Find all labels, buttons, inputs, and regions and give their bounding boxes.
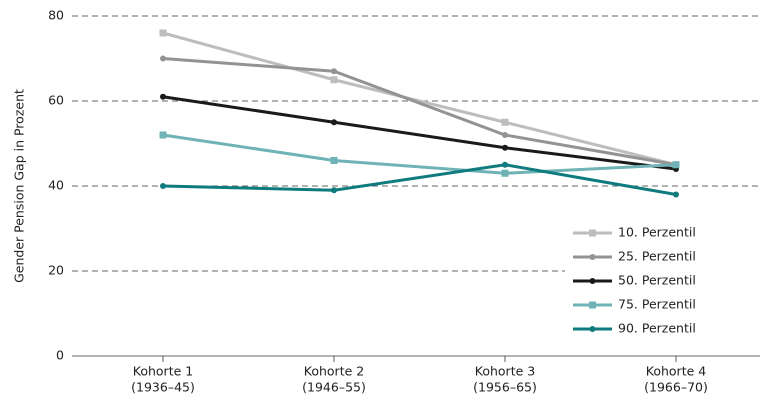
marker: [672, 161, 680, 169]
marker: [501, 118, 509, 126]
marker: [331, 68, 337, 75]
marker: [502, 161, 508, 168]
legend-marker: [589, 254, 596, 260]
marker: [160, 55, 166, 62]
y-tick-label: 20: [48, 263, 64, 278]
marker: [331, 187, 337, 194]
marker: [502, 132, 508, 138]
marker: [673, 191, 679, 198]
marker: [159, 29, 167, 37]
y-axis-label: Gender Pension Gap in Prozent: [12, 89, 27, 283]
series-line: [162, 133, 677, 175]
x-tick-label: (1936–45): [131, 380, 195, 395]
y-tick-label: 0: [56, 348, 64, 363]
legend-label: 75. Perzentil: [618, 297, 696, 312]
marker: [330, 157, 338, 164]
legend-label: 50. Perzentil: [618, 273, 696, 288]
x-tick-label: (1946–55): [302, 380, 366, 395]
marker: [160, 93, 166, 100]
y-tick-label: 60: [48, 93, 64, 108]
x-tick-label: Kohorte 4: [646, 364, 706, 379]
x-tick-label: (1966–70): [644, 380, 708, 395]
marker: [331, 119, 337, 126]
legend-label: 10. Perzentil: [618, 225, 696, 240]
marker: [159, 131, 167, 139]
x-tick-label: Kohorte 3: [475, 364, 535, 379]
series-line: [162, 163, 677, 196]
legend-marker: [589, 229, 596, 237]
y-tick-label: 40: [48, 178, 64, 193]
legend-label: 25. Perzentil: [618, 249, 696, 264]
legend: [565, 222, 760, 344]
y-tick-label: 80: [48, 8, 64, 23]
series-line: [162, 57, 677, 167]
legend-marker: [589, 278, 596, 284]
marker: [502, 144, 508, 151]
legend-marker: [589, 301, 596, 309]
x-tick-label: (1956–65): [473, 380, 537, 395]
legend-label: 90. Perzentil: [618, 321, 696, 336]
marker: [501, 169, 509, 177]
marker: [330, 76, 338, 84]
x-tick-label: Kohorte 1: [133, 364, 193, 379]
x-tick-label: Kohorte 2: [304, 364, 364, 379]
marker: [160, 183, 166, 189]
series-line: [162, 31, 677, 167]
series-line: [162, 95, 677, 171]
legend-marker: [589, 326, 596, 332]
